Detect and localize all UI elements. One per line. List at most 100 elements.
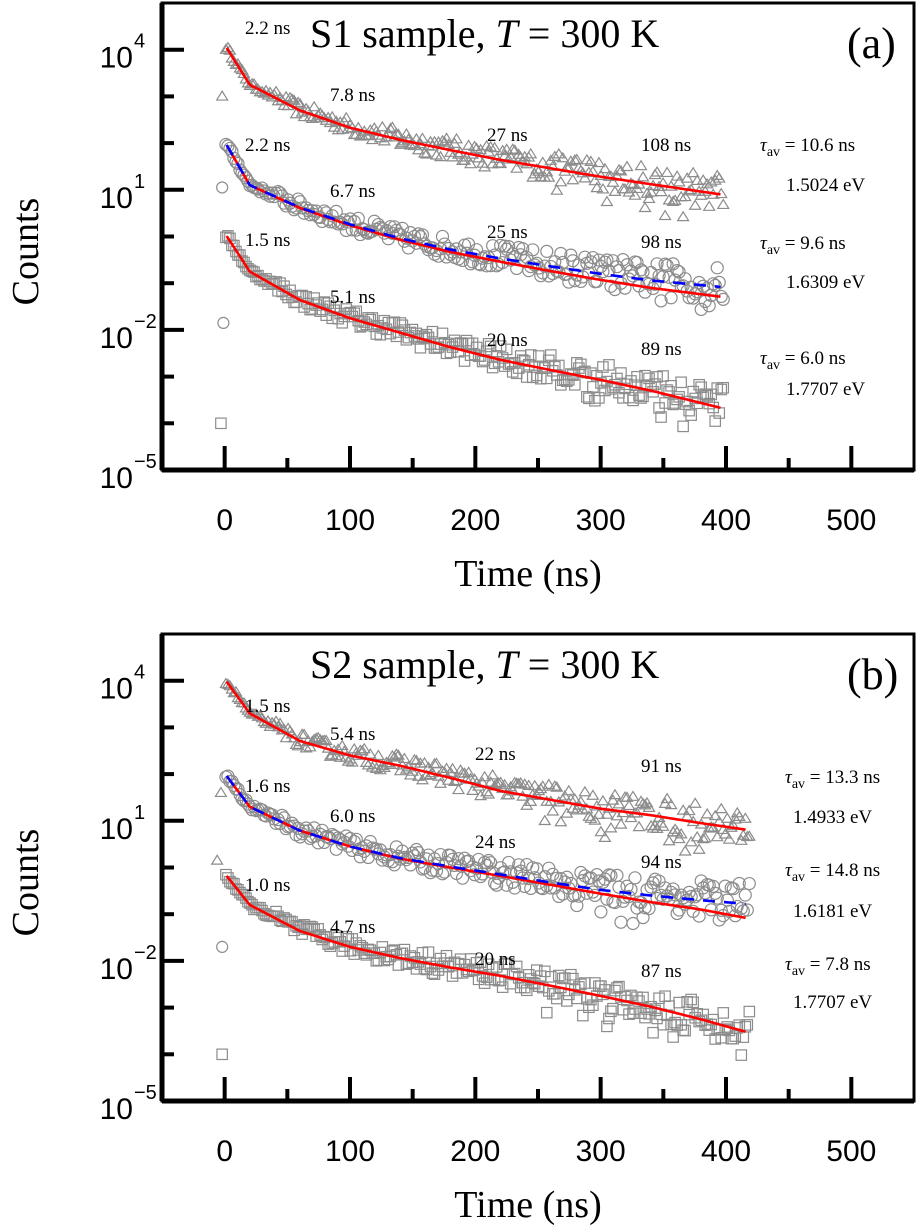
- data-point: [595, 980, 607, 992]
- data-point: [708, 809, 722, 821]
- lifetime-label: 20 ns: [487, 330, 528, 351]
- data-point: [584, 155, 598, 166]
- x-tick-label: 100: [325, 504, 375, 537]
- data-point: [564, 248, 578, 262]
- data-point: [704, 820, 718, 832]
- y-tick-exponent: 4: [134, 31, 145, 53]
- y-tick-base: 10: [100, 673, 133, 706]
- data-point: [603, 359, 615, 371]
- data-point: [492, 776, 506, 788]
- panel-label: (b): [847, 650, 898, 699]
- data-point: [530, 964, 543, 976]
- data-point: [680, 172, 694, 183]
- data-point: [405, 765, 419, 776]
- data-point: [662, 270, 676, 284]
- data-point: [409, 842, 424, 857]
- tau-value: = 7.8 ns: [805, 954, 871, 975]
- data-point: [742, 876, 756, 891]
- lifetime-label: 87 ns: [641, 961, 682, 982]
- lifetime-label: 5.1 ns: [330, 287, 375, 308]
- data-point: [718, 879, 732, 893]
- data-point: [596, 794, 610, 806]
- data-point: [738, 812, 752, 823]
- data-point: [458, 355, 471, 367]
- data-point: [554, 815, 568, 827]
- tau-average-label: τav = 13.3 ns: [785, 767, 880, 792]
- data-point: [592, 808, 606, 819]
- data-point: [439, 855, 454, 870]
- data-point: [648, 277, 662, 291]
- data-point: [269, 85, 283, 97]
- data-point: [580, 802, 594, 814]
- data-point: [684, 889, 698, 904]
- data-point: [419, 769, 433, 780]
- energy-label: 1.7707 eV: [793, 992, 872, 1013]
- data-point: [375, 759, 389, 771]
- outlier-point: [216, 181, 229, 194]
- data-point: [588, 174, 602, 186]
- data-point: [291, 96, 305, 107]
- data-point: [435, 134, 450, 146]
- data-point: [633, 389, 645, 401]
- data-point: [510, 960, 523, 973]
- data-point: [494, 340, 507, 352]
- y-tick-base: 10: [100, 462, 133, 495]
- data-point: [670, 263, 684, 278]
- data-point: [598, 255, 612, 269]
- data-point: [375, 120, 389, 132]
- data-point: [590, 799, 604, 811]
- data-point: [463, 257, 478, 271]
- data-point: [662, 834, 676, 846]
- data-point: [692, 843, 706, 854]
- y-tick-label: 10 1: [100, 171, 146, 215]
- data-point: [611, 982, 623, 994]
- tau-symbol: τ: [760, 348, 768, 369]
- lifetime-label: 27 ns: [487, 125, 528, 146]
- data-point: [221, 678, 235, 689]
- data-point: [544, 881, 558, 895]
- data-point: [570, 898, 584, 913]
- data-point: [653, 992, 665, 1005]
- data-point: [592, 156, 606, 168]
- data-point: [670, 906, 684, 921]
- tau-symbol: τ: [785, 767, 793, 788]
- data-point: [249, 181, 263, 195]
- y-tick-label: 10 −5: [100, 451, 157, 495]
- data-point: [642, 192, 656, 204]
- data-point: [700, 807, 714, 819]
- data-point: [588, 888, 602, 902]
- data-point: [630, 255, 644, 270]
- data-point: [345, 756, 359, 767]
- data-point: [575, 978, 587, 991]
- tau-value: = 9.6 ns: [780, 233, 846, 254]
- data-point: [698, 886, 712, 900]
- data-point: [628, 189, 642, 200]
- outlier-point: [215, 90, 229, 101]
- data-point: [694, 302, 708, 317]
- lifetime-label: 1.5 ns: [245, 230, 290, 251]
- data-point: [686, 166, 700, 178]
- lifetime-label: 6.7 ns: [330, 181, 375, 202]
- data-point: [688, 199, 702, 210]
- data-point: [508, 144, 522, 155]
- data-point: [742, 830, 756, 841]
- data-point: [650, 166, 664, 177]
- data-point: [670, 170, 684, 181]
- tau-value: = 6.0 ns: [780, 348, 846, 369]
- data-point: [658, 257, 672, 271]
- data-point: [597, 361, 609, 373]
- data-point: [439, 762, 454, 773]
- data-point: [622, 799, 636, 811]
- data-point: [608, 788, 622, 800]
- data-point: [673, 996, 685, 1009]
- data-point: [654, 185, 668, 197]
- data-point: [433, 150, 448, 162]
- data-point: [626, 916, 640, 931]
- data-point: [385, 121, 399, 132]
- tau-average-label: τav = 6.0 ns: [760, 348, 846, 373]
- data-point: [227, 778, 241, 792]
- data-point: [242, 895, 254, 908]
- data-point: [556, 151, 570, 163]
